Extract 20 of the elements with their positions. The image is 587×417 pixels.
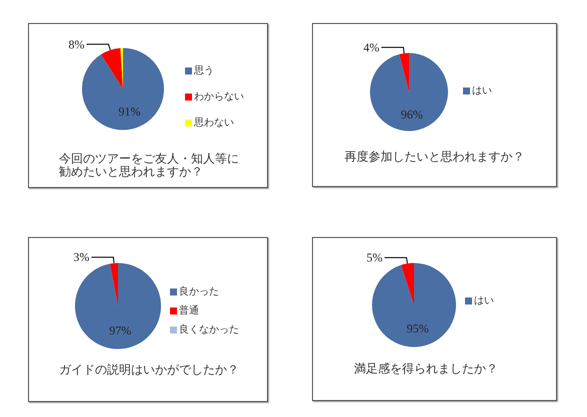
legend-label: 思わない [193,118,234,128]
text: ガイドの説明はいかがでしたか？ [59,362,239,376]
data-label: 5% [366,250,382,265]
legend-label: はい [472,86,492,96]
legend-label: わからない [194,92,244,102]
text: 満足感を得られましたか？ [354,362,498,376]
legend-label: 思う [193,66,214,76]
data-label: 96% [400,107,423,122]
text: 再度参加したいと思われますか？ [344,150,524,164]
data-label: 95% [406,322,429,336]
data-label: 3% [73,250,90,264]
data-label: 4% [363,40,380,54]
legend-label: はい [474,296,494,306]
data-label: 8% [68,37,84,52]
legend-label: 普通 [179,304,199,316]
data-label: 97% [109,323,132,338]
text: 今回のツアーをご友人・知人等に勧めたいと思われますか？ [59,152,239,178]
legend-label: 良かった [179,286,219,298]
data-label: 91% [118,104,141,119]
legend-label: 良くなかった [179,324,239,336]
